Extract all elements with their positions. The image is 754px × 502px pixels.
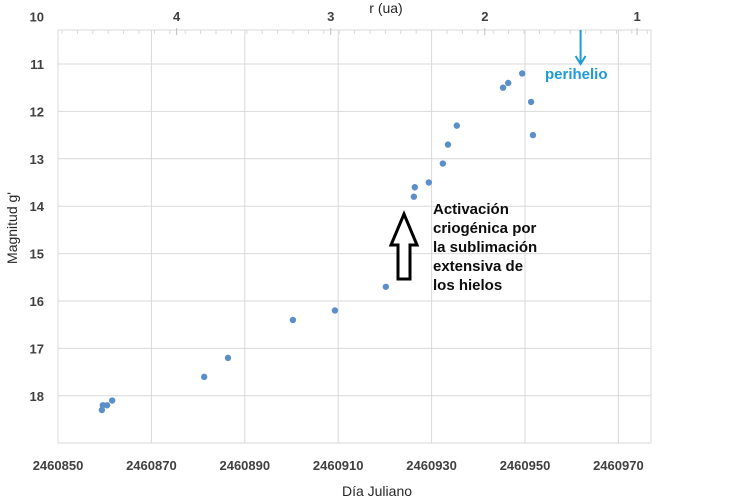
data-point xyxy=(103,402,111,409)
annotation-line: Activación xyxy=(433,201,509,218)
data-point xyxy=(382,283,390,290)
activation-annotation: Activación criogénica por la sublimación… xyxy=(433,200,537,295)
data-point xyxy=(200,373,208,381)
x-tick-label: 2460850 xyxy=(33,458,84,473)
data-point xyxy=(331,307,339,314)
y-axis-title: Magnitud g' xyxy=(4,192,20,264)
x-tick-label: 2460950 xyxy=(500,458,551,473)
perihelio-arrowhead-icon xyxy=(574,55,587,66)
up-arrow-icon xyxy=(388,210,420,281)
data-point xyxy=(425,179,432,186)
data-point xyxy=(499,84,507,91)
data-point xyxy=(224,354,232,362)
annotation-line: extensiva de xyxy=(433,258,524,275)
x-tick-label: 2460970 xyxy=(593,458,644,473)
data-point xyxy=(504,79,512,87)
data-point xyxy=(410,193,418,200)
x-axis-title: Día Juliano xyxy=(342,483,412,499)
data-point xyxy=(289,316,297,324)
x2-tick-label: 3 xyxy=(327,9,334,24)
y-tick-label: 16 xyxy=(30,294,44,309)
data-point xyxy=(411,184,418,191)
x-tick-label: 2460890 xyxy=(219,458,270,473)
annotation-line: los hielos xyxy=(433,277,503,294)
data-point xyxy=(453,122,461,129)
x2-tick-label: 2 xyxy=(481,9,488,24)
y-tick-label: 13 xyxy=(30,152,44,167)
x2-tick-label: 4 xyxy=(173,9,181,24)
x-tick-label: 2460870 xyxy=(126,458,177,473)
y-tick-label: 11 xyxy=(30,57,44,72)
y-tick-label: 15 xyxy=(30,247,44,262)
y-tick-label: 14 xyxy=(30,199,45,214)
x-tick-label: 2460930 xyxy=(406,458,457,473)
x2-axis-title: r (ua) xyxy=(369,0,402,16)
data-point xyxy=(527,98,535,106)
y-tick-label: 18 xyxy=(30,389,44,404)
data-point xyxy=(108,397,116,404)
annotation-line: criogénica por xyxy=(433,220,537,237)
annotation-line: la sublimación xyxy=(433,239,538,256)
x2-tick-label: 1 xyxy=(633,9,640,24)
data-point xyxy=(529,131,537,139)
data-point xyxy=(98,406,106,414)
perihelio-label: perihelio xyxy=(545,66,608,83)
y-tick-label: 10 xyxy=(30,10,44,25)
data-point xyxy=(439,160,447,167)
data-point xyxy=(444,141,452,148)
y-tick-label: 12 xyxy=(30,104,44,119)
data-point xyxy=(518,70,526,77)
y-tick-label: 17 xyxy=(30,341,44,356)
x-tick-label: 2460910 xyxy=(313,458,364,473)
plot-area xyxy=(57,29,652,444)
